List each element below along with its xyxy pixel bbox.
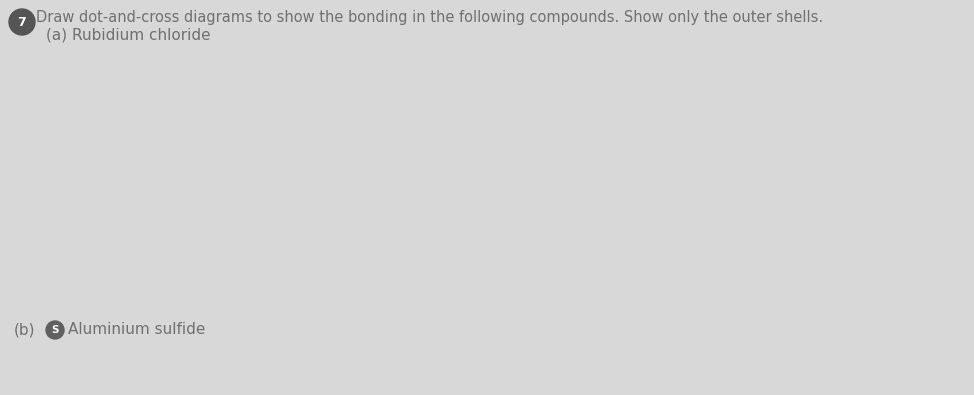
Text: Aluminium sulfide: Aluminium sulfide — [68, 322, 206, 337]
Text: 7: 7 — [18, 15, 26, 28]
Circle shape — [9, 9, 35, 35]
Text: S: S — [52, 325, 58, 335]
Circle shape — [46, 321, 64, 339]
Text: (a) Rubidium chloride: (a) Rubidium chloride — [46, 28, 210, 43]
Text: (b): (b) — [14, 322, 35, 337]
Text: Draw dot-and-cross diagrams to show the bonding in the following compounds. Show: Draw dot-and-cross diagrams to show the … — [36, 10, 823, 25]
